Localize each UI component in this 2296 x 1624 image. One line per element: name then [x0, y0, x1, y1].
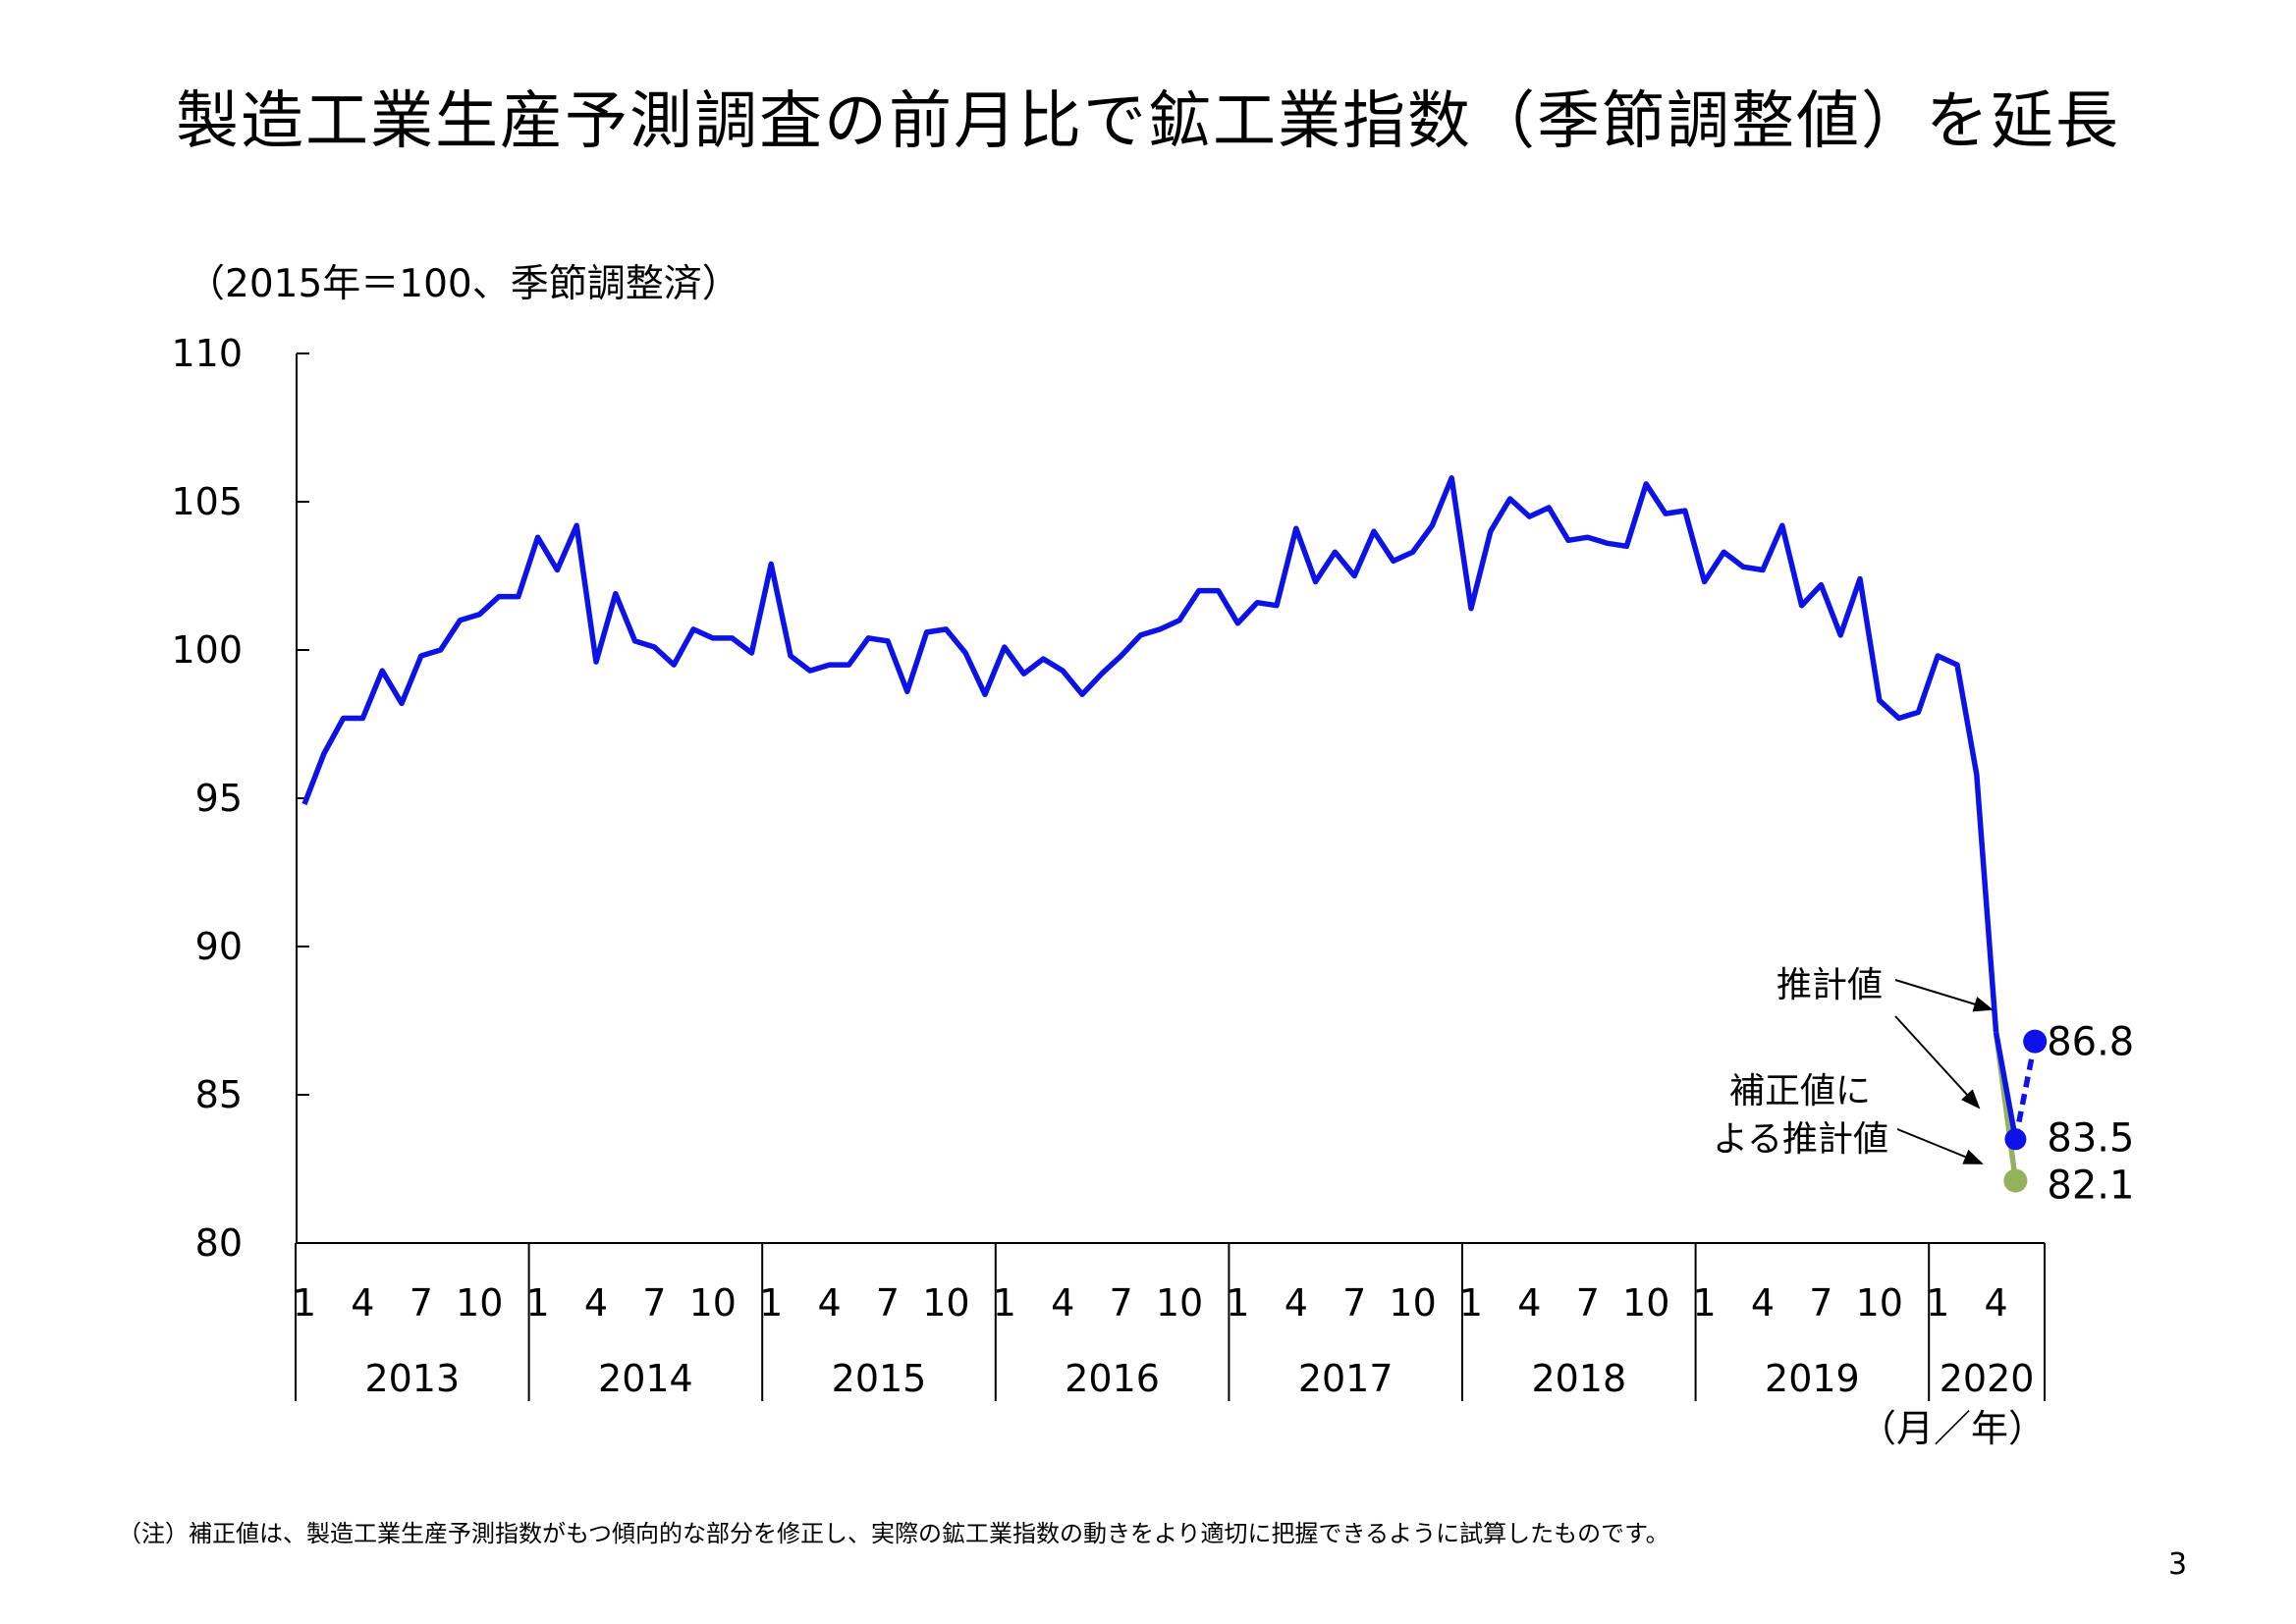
series-line-actual: [301, 475, 1999, 1033]
month-tick-label: 10: [922, 1281, 969, 1325]
month-tick-label: 4: [1051, 1281, 1074, 1325]
month-tick-label: 4: [584, 1281, 608, 1325]
month-tick-label: 1: [993, 1281, 1016, 1325]
month-tick-label: 7: [642, 1281, 666, 1325]
year-label: 2020: [1940, 1357, 2035, 1400]
month-tick-label: 7: [1809, 1281, 1832, 1325]
month-tick-label: 10: [689, 1281, 737, 1325]
month-tick-label: 10: [1622, 1281, 1669, 1325]
month-tick-label: 1: [526, 1281, 550, 1325]
annotation-label-corrected-line2: よる推計値: [1713, 1119, 1888, 1160]
y-tick-label: 80: [195, 1221, 243, 1265]
x-axis-tick-labels: 1 4 7 10 1 4 7 10 1 4 7 10 1 4 7 10 1 4 7 10 1 4 7 10 1 4 7 10 1 4201…: [293, 1281, 2035, 1400]
month-tick-label: 1: [1693, 1281, 1717, 1325]
data-label-corrected-forecast: 82.1: [2047, 1164, 2134, 1209]
chart-series: 86.8 83.582.1: [301, 475, 2134, 1209]
chart-axes: [295, 352, 2046, 1401]
y-tick-label: 85: [195, 1073, 243, 1116]
footnote: （注）補正値は、製造工業生産予測指数がもつ傾向的な部分を修正し、実際の鉱工業指数…: [118, 1520, 1669, 1547]
month-tick-label: 7: [1576, 1281, 1600, 1325]
annotation-arrow: [1896, 1128, 1984, 1164]
y-tick-label: 95: [195, 777, 243, 820]
annotation-arrow: [1894, 979, 1994, 1012]
month-tick-label: 4: [351, 1281, 374, 1325]
month-tick-label: 10: [1156, 1281, 1203, 1325]
x-axis-unit-label: （月／年）: [1859, 1407, 2046, 1450]
month-tick-label: 7: [1342, 1281, 1366, 1325]
annotation-label-estimate: 推計値: [1777, 965, 1883, 1005]
year-label: 2014: [598, 1357, 693, 1400]
y-axis-unit-label: （2015年＝100、季節調整済）: [187, 262, 740, 306]
month-tick-label: 10: [456, 1281, 503, 1325]
month-tick-label: 1: [759, 1281, 783, 1325]
month-tick-label: 4: [1751, 1281, 1775, 1325]
series-line-forecast-dashed: [2012, 1041, 2038, 1140]
month-tick-label: 1: [1926, 1281, 1949, 1325]
y-tick-label: 100: [171, 628, 243, 672]
forecast-point: [2004, 1128, 2027, 1151]
month-tick-label: 4: [1985, 1281, 2008, 1325]
month-tick-label: 10: [1856, 1281, 1903, 1325]
month-tick-label: 7: [1110, 1281, 1133, 1325]
month-tick-label: 7: [876, 1281, 900, 1325]
corrected-forecast-point: [2003, 1168, 2028, 1193]
data-label-forecast: 83.5: [2047, 1115, 2134, 1161]
month-tick-label: 1: [1459, 1281, 1483, 1325]
year-label: 2016: [1065, 1357, 1160, 1400]
page-number: 3: [2168, 1547, 2188, 1582]
y-tick-label: 105: [171, 480, 243, 523]
series-line-forecast: [1993, 1032, 2019, 1140]
month-tick-label: 1: [293, 1281, 316, 1325]
month-tick-label: 4: [1285, 1281, 1308, 1325]
year-label: 2018: [1531, 1357, 1626, 1400]
y-axis-tick-labels: 80 85 90 95 100 105 110: [171, 332, 243, 1265]
month-tick-label: 4: [818, 1281, 842, 1325]
year-label: 2013: [364, 1357, 460, 1400]
y-tick-label: 90: [195, 925, 243, 968]
month-tick-label: 1: [1226, 1281, 1249, 1325]
month-tick-label: 10: [1389, 1281, 1436, 1325]
annotation-label-corrected-line1: 補正値に: [1729, 1071, 1871, 1111]
y-tick-label: 110: [171, 332, 243, 375]
year-label: 2015: [832, 1357, 927, 1400]
forecast-point: [2023, 1029, 2048, 1054]
page-title: 製造工業生産予測調査の前月比で鉱工業指数（季節調整値）を延長: [176, 85, 2120, 158]
year-label: 2017: [1298, 1357, 1394, 1400]
annotation-arrow: [1894, 1015, 1981, 1110]
year-label: 2019: [1765, 1357, 1860, 1400]
month-tick-label: 7: [410, 1281, 433, 1325]
chart-annotations: 推計値 補正値に よる推計値: [1713, 965, 1994, 1164]
data-label-forecast: 86.8: [2047, 1020, 2134, 1065]
month-tick-label: 4: [1517, 1281, 1541, 1325]
